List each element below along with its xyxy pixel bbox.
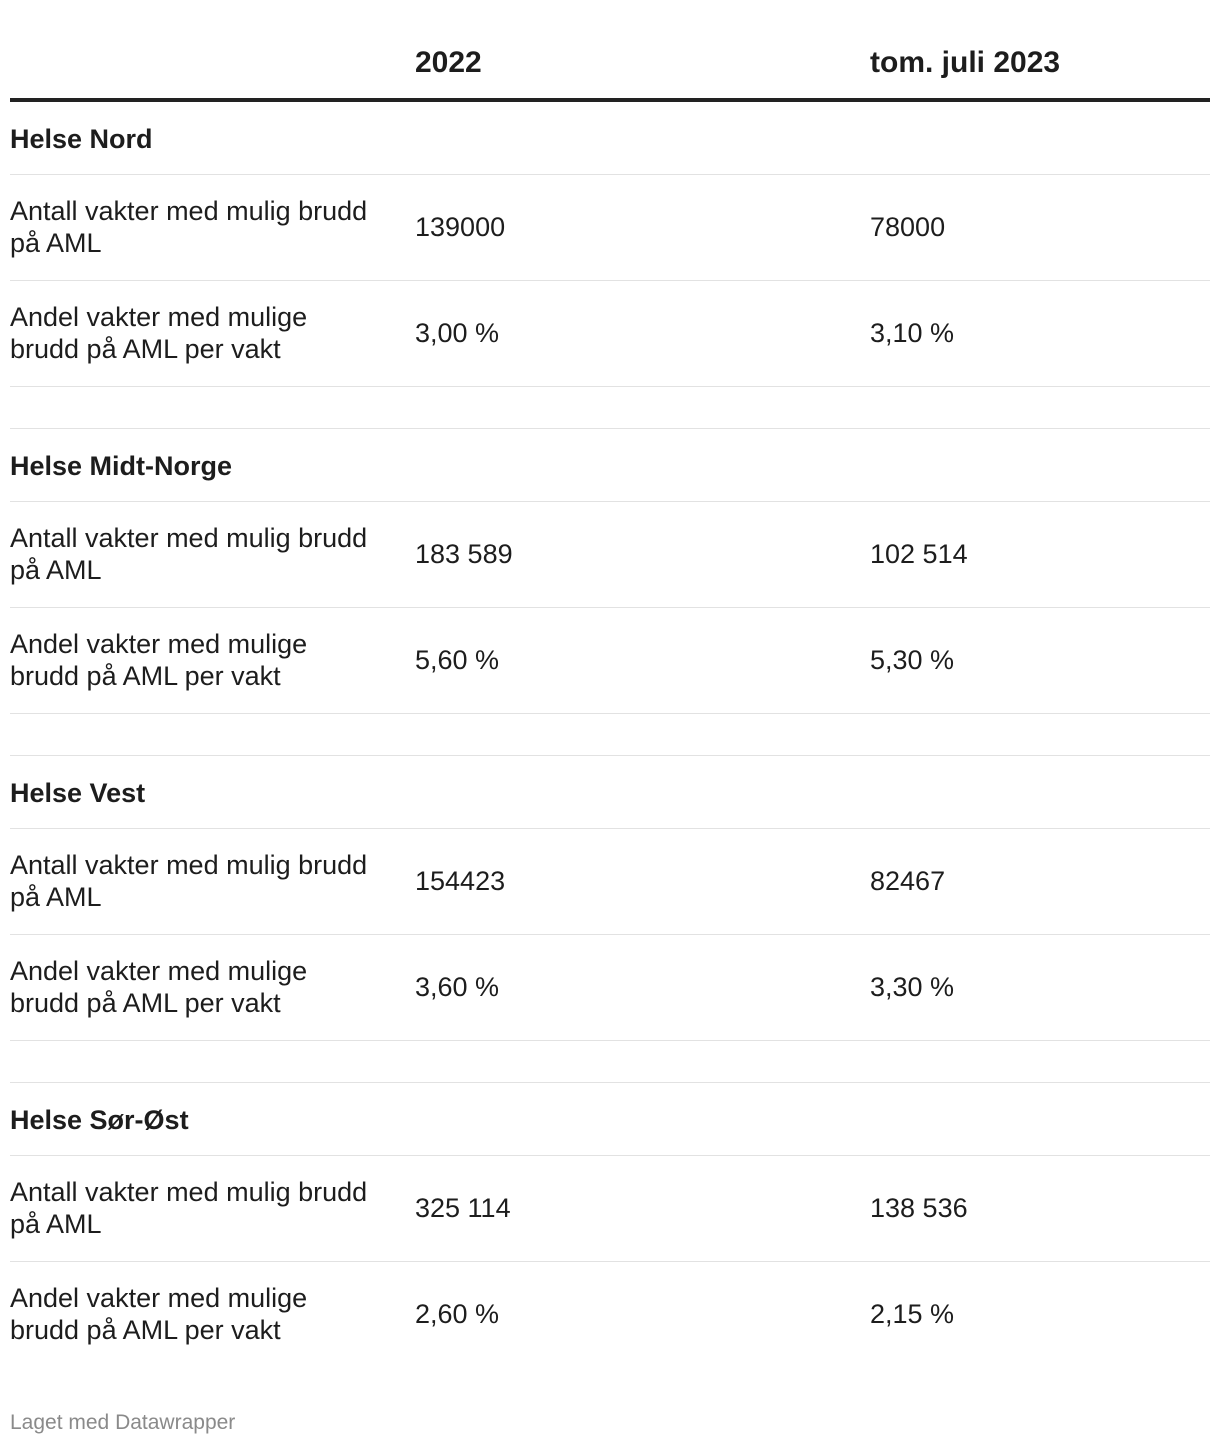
column-header-2022: 2022 [415, 46, 482, 79]
cell-2022: 2,60 % [415, 1299, 500, 1329]
table-row: Andel vakter med mulige brudd på AML per… [10, 608, 1210, 714]
group-title: Helse Vest [10, 778, 146, 808]
cell-2022: 5,60 % [415, 645, 500, 675]
row-label: Antall vakter med mulig brudd på AML [10, 850, 368, 912]
group-header-helse-midt-norge: Helse Midt-Norge [10, 429, 1210, 502]
cell-2023: 5,30 % [870, 645, 955, 675]
cell-2023: 82467 [870, 866, 946, 896]
group-spacer [10, 1041, 1210, 1083]
group-title: Helse Nord [10, 124, 153, 154]
group-header-helse-vest: Helse Vest [10, 756, 1210, 829]
column-header-2023: tom. juli 2023 [870, 46, 1061, 79]
row-label: Antall vakter med mulig brudd på AML [10, 523, 368, 585]
row-label: Andel vakter med mulige brudd på AML per… [10, 629, 308, 691]
group-header-helse-sor-ost: Helse Sør-Øst [10, 1083, 1210, 1156]
cell-2023: 138 536 [870, 1193, 968, 1223]
row-label: Andel vakter med mulige brudd på AML per… [10, 302, 308, 364]
group-title: Helse Sør-Øst [10, 1105, 189, 1135]
group-spacer [10, 387, 1210, 429]
cell-2022: 3,00 % [415, 318, 500, 348]
cell-2023: 102 514 [870, 539, 968, 569]
cell-2023: 3,30 % [870, 972, 955, 1002]
group-title: Helse Midt-Norge [10, 451, 233, 481]
row-label: Antall vakter med mulig brudd på AML [10, 196, 368, 258]
row-label: Antall vakter med mulig brudd på AML [10, 1177, 368, 1239]
cell-2022: 3,60 % [415, 972, 500, 1002]
cell-2022: 183 589 [415, 539, 513, 569]
table-row: Andel vakter med mulige brudd på AML per… [10, 281, 1210, 387]
cell-2022: 154423 [415, 866, 506, 896]
table-row: Andel vakter med mulige brudd på AML per… [10, 935, 1210, 1041]
data-table: 2022 tom. juli 2023 Helse Nord Antall va… [10, 0, 1210, 1367]
table-row: Andel vakter med mulige brudd på AML per… [10, 1262, 1210, 1367]
cell-2023: 3,10 % [870, 318, 955, 348]
datawrapper-credit: Laget med Datawrapper [10, 1411, 236, 1434]
table-header: 2022 tom. juli 2023 [10, 0, 1210, 102]
cell-2022: 139000 [415, 212, 506, 242]
group-spacer [10, 714, 1210, 756]
row-label: Andel vakter med mulige brudd på AML per… [10, 956, 308, 1018]
cell-2022: 325 114 [415, 1193, 511, 1223]
table-row: Antall vakter med mulig brudd på AML 154… [10, 829, 1210, 935]
cell-2023: 2,15 % [870, 1299, 955, 1329]
table-row: Antall vakter med mulig brudd på AML 139… [10, 175, 1210, 281]
row-label: Andel vakter med mulige brudd på AML per… [10, 1283, 308, 1345]
table-row: Antall vakter med mulig brudd på AML 325… [10, 1156, 1210, 1262]
table-row: Antall vakter med mulig brudd på AML 183… [10, 502, 1210, 608]
cell-2023: 78000 [870, 212, 946, 242]
group-header-helse-nord: Helse Nord [10, 102, 1210, 175]
